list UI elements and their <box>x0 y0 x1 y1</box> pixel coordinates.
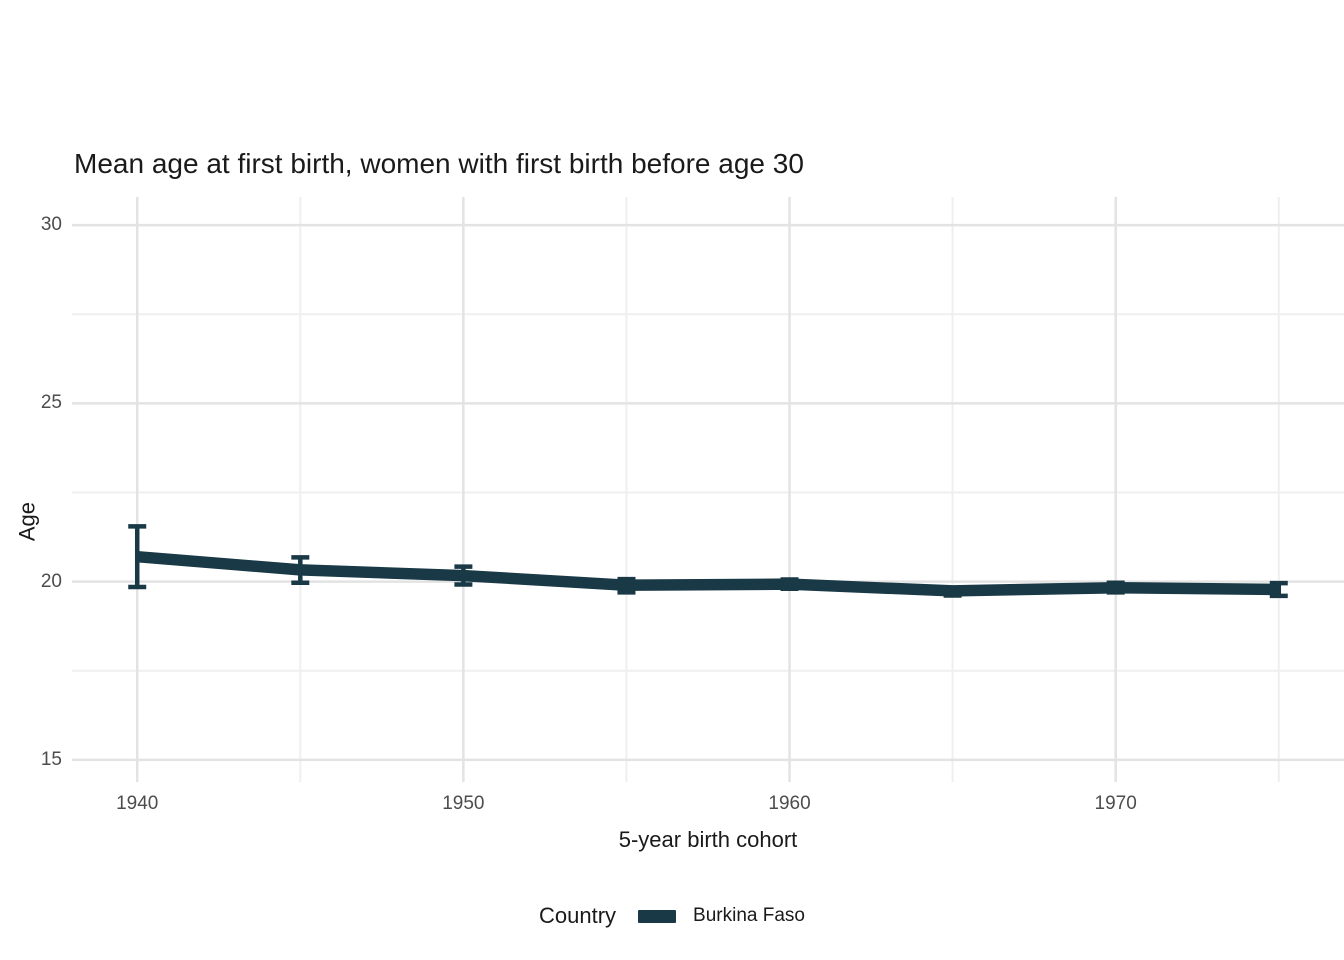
legend-title: Country <box>539 903 617 928</box>
data-line-burkina-faso <box>136 550 1279 597</box>
y-tick-label: 20 <box>40 570 62 592</box>
y-tick-label: 30 <box>40 214 62 236</box>
x-tick-label: 1950 <box>442 793 485 814</box>
x-tick-label: 1960 <box>768 793 811 814</box>
legend: Country Burkina Faso <box>0 903 1344 929</box>
y-tick-label: 25 <box>40 392 62 414</box>
y-tick-label: 15 <box>40 748 62 770</box>
legend-swatch-burkina-faso-icon <box>638 909 677 923</box>
chart-title: Mean age at first birth, women with firs… <box>74 148 804 179</box>
legend-label-burkina-faso: Burkina Faso <box>693 905 805 926</box>
x-axis-title: 5-year birth cohort <box>618 827 798 852</box>
y-axis-title: Age <box>14 502 40 542</box>
x-tick-label: 1940 <box>116 793 159 814</box>
x-tick-label: 1970 <box>1094 793 1137 814</box>
